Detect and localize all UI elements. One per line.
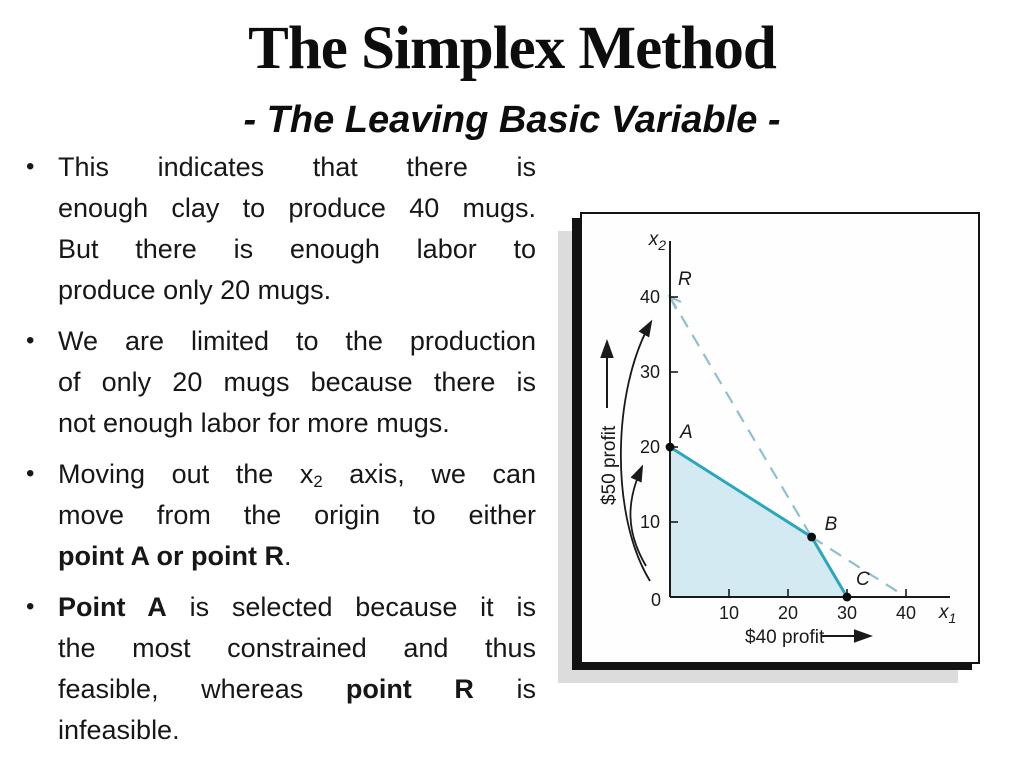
bullet-line: of only 20 mugs because there is bbox=[58, 362, 536, 403]
x-tick-label: 30 bbox=[837, 603, 857, 623]
y-profit-label: $50 profit bbox=[599, 425, 620, 505]
constraint-line-dashed bbox=[669, 296, 813, 538]
x-profit-label: $40 profit bbox=[745, 627, 825, 648]
bullet-line: enough clay to produce 40 mugs. bbox=[58, 188, 536, 229]
bullet-bold-text: Point A bbox=[58, 592, 167, 622]
bullet-text: This indicates that there is bbox=[58, 152, 536, 182]
bullet-line: infeasible. bbox=[58, 710, 536, 751]
point-label-A: A bbox=[679, 422, 693, 443]
curved-arrow-to-A-icon bbox=[629, 464, 647, 567]
bullet-text: axis, we can bbox=[322, 459, 536, 489]
bullet-text: is bbox=[473, 674, 537, 704]
bullet-item: • Point A is selected because it is the mo… bbox=[22, 587, 536, 751]
bullet-item: • This indicates that there is enough clay… bbox=[22, 147, 536, 311]
x-tick-label: 10 bbox=[719, 603, 739, 623]
y-tick-label: 10 bbox=[640, 512, 660, 532]
bullet-line: the most constrained and thus bbox=[58, 628, 536, 669]
bullet-line: Moving out the x2 axis, we can bbox=[58, 454, 536, 495]
slide-title: The Simplex Method bbox=[248, 15, 777, 82]
bullet-marker: • bbox=[26, 460, 35, 487]
y-axis-title: x2 bbox=[648, 229, 667, 253]
bullet-line: point A or point R. bbox=[58, 536, 536, 577]
x-tick-label: 20 bbox=[778, 603, 798, 623]
bullet-text: enough clay to produce 40 mugs. bbox=[58, 193, 536, 223]
bullet-text: move from the origin to either bbox=[58, 500, 536, 530]
bullet-item: • We are limited to the production of only… bbox=[22, 321, 536, 444]
bullet-line: This indicates that there is bbox=[58, 147, 536, 188]
point-label-B: B bbox=[825, 514, 838, 535]
bullet-list: • This indicates that there is enough clay… bbox=[22, 147, 536, 761]
bullet-text: . bbox=[283, 541, 292, 571]
y-tick-label: 30 bbox=[640, 362, 660, 382]
bullet-text: is selected because it is bbox=[166, 592, 536, 622]
bullet-marker: • bbox=[26, 153, 35, 180]
point-dot-C bbox=[842, 592, 852, 602]
bullet-line: But there is enough labor to bbox=[58, 229, 536, 270]
bullet-line: Point A is selected because it is bbox=[58, 587, 536, 628]
point-label-C: C bbox=[856, 569, 870, 590]
bullet-line: move from the origin to either bbox=[58, 495, 536, 536]
bullet-text: infeasible. bbox=[58, 715, 180, 745]
bullet-text: produce only 20 mugs. bbox=[58, 275, 332, 305]
point-dot-A bbox=[665, 442, 675, 452]
bullet-item: • Moving out the x2 axis, we can move from… bbox=[22, 454, 536, 577]
bullet-marker: • bbox=[26, 327, 35, 354]
bullet-text: feasible, whereas bbox=[58, 674, 346, 704]
bullet-bold-text: point A or point R bbox=[58, 541, 284, 571]
dashed-arrowhead-icon bbox=[667, 294, 682, 310]
bullet-marker: • bbox=[26, 593, 35, 620]
bullet-line: We are limited to the production bbox=[58, 321, 536, 362]
subscript-text: 2 bbox=[313, 472, 323, 492]
point-label-R: R bbox=[678, 269, 692, 290]
feasible-region bbox=[670, 447, 847, 597]
y-tick-label: 20 bbox=[640, 437, 660, 457]
bullet-text: not enough labor for more mugs. bbox=[58, 408, 450, 438]
bullet-line: feasible, whereas point R is bbox=[58, 669, 536, 710]
bullet-line: produce only 20 mugs. bbox=[58, 270, 536, 311]
bullet-text: the most constrained and thus bbox=[58, 633, 536, 663]
curved-arrow-to-R-icon bbox=[620, 319, 653, 582]
constraint-line-dashed bbox=[811, 536, 907, 598]
point-dot-B bbox=[807, 532, 816, 542]
bullet-text: of only 20 mugs because there is bbox=[58, 367, 536, 397]
x-tick-label: 40 bbox=[896, 603, 916, 623]
x-axis-title: x1 bbox=[938, 602, 956, 626]
bullet-text: But there is enough labor to bbox=[58, 234, 536, 264]
bullet-bold-text: point R bbox=[345, 674, 474, 704]
bullet-text: Moving out the x bbox=[58, 459, 314, 489]
bullet-text: We are limited to the production bbox=[58, 326, 536, 356]
y-tick-label: 0 bbox=[651, 590, 661, 610]
lp-graph: 10 20 30 40 0 10 20 30 40 R A B Cx1 x2 $50 profit $40… bbox=[599, 229, 956, 648]
bullet-line: not enough labor for more mugs. bbox=[58, 403, 536, 444]
y-tick-label: 40 bbox=[640, 287, 660, 307]
slide-subtitle: - The Leaving Basic Variable - bbox=[243, 99, 781, 141]
